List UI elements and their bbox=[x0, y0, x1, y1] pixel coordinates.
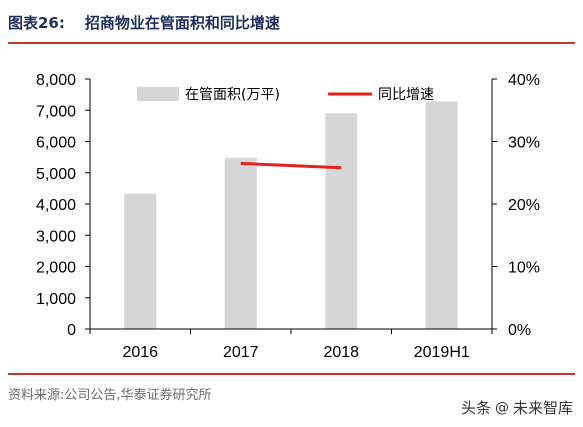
bar-2019H1 bbox=[425, 101, 458, 329]
top-rule bbox=[8, 42, 575, 44]
bar-2017 bbox=[224, 157, 257, 329]
figure-title-text: 招商物业在管面积和同比增速 bbox=[84, 14, 280, 32]
y-left-tick-label: 0 bbox=[67, 322, 76, 339]
x-tick-label: 2018 bbox=[323, 344, 359, 361]
source-note: 资料来源:公司公告,华泰证券研究所 bbox=[8, 388, 212, 403]
y-right-tick-label: 0% bbox=[508, 322, 531, 339]
y-left-tick-label: 2,000 bbox=[36, 260, 76, 277]
y-left-tick-label: 3,000 bbox=[36, 228, 76, 245]
y-left-tick-label: 4,000 bbox=[36, 197, 76, 214]
x-tick-label: 2019H1 bbox=[414, 344, 470, 361]
y-left-tick-label: 8,000 bbox=[36, 72, 76, 89]
legend-bar-label: 在管面积(万平) bbox=[185, 87, 280, 103]
figure-number: 图表26: bbox=[8, 14, 65, 32]
watermark-prefix: 头条 bbox=[460, 399, 491, 417]
figure-title: 图表26: 招商物业在管面积和同比增速 bbox=[8, 11, 280, 35]
y-left-tick-label: 1,000 bbox=[36, 291, 76, 308]
y-left-tick-label: 6,000 bbox=[36, 135, 76, 152]
legend-bar-swatch bbox=[137, 87, 179, 101]
x-tick-label: 2016 bbox=[122, 344, 158, 361]
y-left-tick-label: 5,000 bbox=[36, 166, 76, 183]
x-tick-label: 2017 bbox=[223, 344, 259, 361]
watermark-sep: @ bbox=[494, 399, 509, 416]
legend-line-label: 同比增速 bbox=[378, 87, 434, 103]
watermark: 头条 @ 未来智库 bbox=[461, 397, 573, 418]
y-right-tick-label: 40% bbox=[508, 72, 540, 89]
y-right-tick-label: 30% bbox=[508, 135, 540, 152]
bottom-rule bbox=[8, 373, 575, 375]
y-right-tick-label: 10% bbox=[508, 260, 540, 277]
watermark-name: 未来智库 bbox=[512, 399, 573, 417]
line-yoy-growth bbox=[240, 161, 342, 170]
y-left-tick-label: 7,000 bbox=[36, 103, 76, 120]
bar-2018 bbox=[325, 113, 358, 329]
y-right-tick-label: 20% bbox=[508, 197, 540, 214]
bar-2016 bbox=[124, 193, 157, 329]
